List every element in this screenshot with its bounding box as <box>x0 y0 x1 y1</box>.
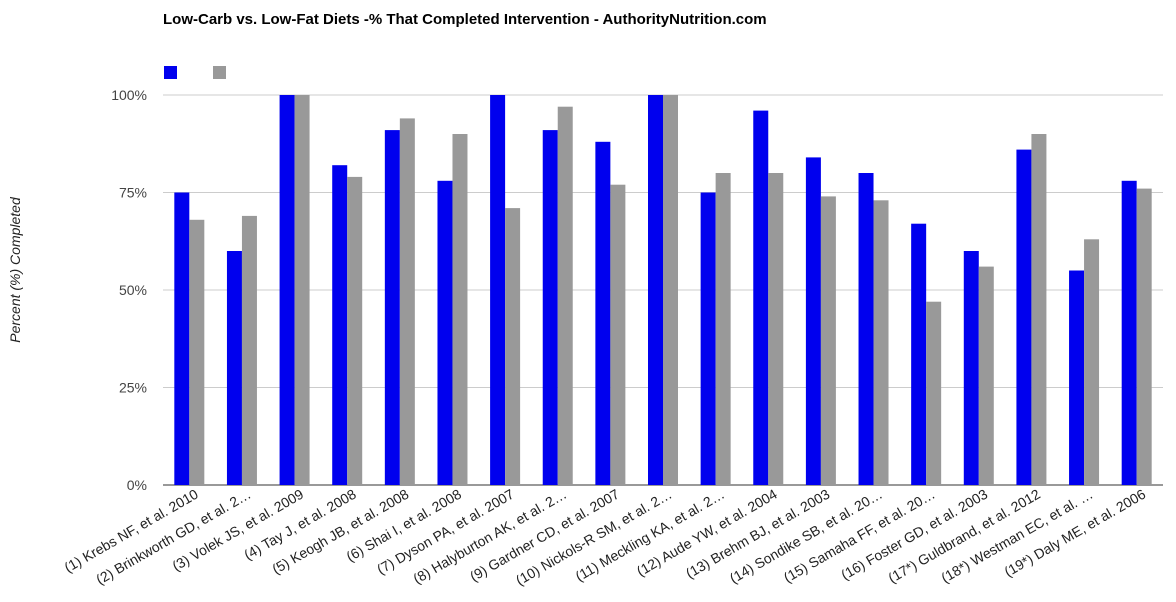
y-tick-label: 25% <box>119 380 147 396</box>
y-tick-label: 0% <box>127 477 147 493</box>
bar-series-1-category-4[interactable] <box>332 165 348 485</box>
bar-series-2-category-18[interactable] <box>1084 239 1100 485</box>
bar-series-1-category-5[interactable] <box>384 130 400 485</box>
bar-series-1-category-19[interactable] <box>1121 180 1137 486</box>
bar-series-2-category-15[interactable] <box>926 301 942 485</box>
bar-series-2-category-11[interactable] <box>715 173 731 485</box>
bar-series-1-category-7[interactable] <box>490 95 506 485</box>
bar-series-2-category-16[interactable] <box>978 266 994 485</box>
bar-series-1-category-18[interactable] <box>1069 270 1085 486</box>
bar-series-1-category-3[interactable] <box>279 95 295 485</box>
bar-series-2-category-1[interactable] <box>189 219 205 486</box>
bar-series-1-category-8[interactable] <box>542 130 558 485</box>
bar-series-2-category-8[interactable] <box>557 106 573 485</box>
bar-series-2-category-17[interactable] <box>1031 134 1047 485</box>
bar-series-1-category-1[interactable] <box>174 192 190 486</box>
bar-series-2-category-10[interactable] <box>663 95 678 485</box>
bar-series-1-category-2[interactable] <box>226 251 242 485</box>
bar-series-2-category-4[interactable] <box>347 176 363 485</box>
bar-series-1-category-9[interactable] <box>595 141 611 486</box>
x-axis-categories: (1) Krebs NF, et al. 2010(2) Brinkworth … <box>61 486 1148 589</box>
bar-series-1-category-6[interactable] <box>437 180 453 486</box>
legend-swatch-series-2[interactable] <box>213 66 226 79</box>
y-axis-label: Percent (%) Completed <box>7 196 23 343</box>
bar-series-2-category-14[interactable] <box>873 200 889 486</box>
bars <box>174 95 1152 486</box>
bar-series-1-category-16[interactable] <box>963 251 979 485</box>
bar-series-1-category-10[interactable] <box>648 95 663 485</box>
bar-series-2-category-2[interactable] <box>241 215 257 485</box>
bar-series-2-category-9[interactable] <box>610 184 626 485</box>
bar-series-1-category-14[interactable] <box>858 173 874 485</box>
y-tick-label: 50% <box>119 282 147 298</box>
y-axis-ticks: 0% 25% 50% 75% 100% <box>111 87 147 493</box>
bar-series-1-category-11[interactable] <box>700 192 716 486</box>
bar-series-1-category-17[interactable] <box>1016 149 1032 485</box>
y-tick-label: 100% <box>111 87 147 103</box>
y-tick-label: 75% <box>119 185 147 201</box>
bar-series-2-category-19[interactable] <box>1136 188 1152 485</box>
bar-series-2-category-7[interactable] <box>505 208 521 485</box>
bar-series-2-category-5[interactable] <box>399 118 415 486</box>
bar-series-1-category-13[interactable] <box>805 157 821 485</box>
bar-series-2-category-12[interactable] <box>768 173 784 485</box>
bar-series-2-category-13[interactable] <box>820 196 836 485</box>
bar-series-2-category-3[interactable] <box>294 95 310 485</box>
legend-swatch-series-1[interactable] <box>164 66 177 79</box>
bar-series-2-category-6[interactable] <box>452 134 468 485</box>
bar-series-1-category-15[interactable] <box>911 223 927 485</box>
bar-series-1-category-12[interactable] <box>753 110 769 485</box>
chart-title: Low-Carb vs. Low-Fat Diets -% That Compl… <box>163 11 767 28</box>
